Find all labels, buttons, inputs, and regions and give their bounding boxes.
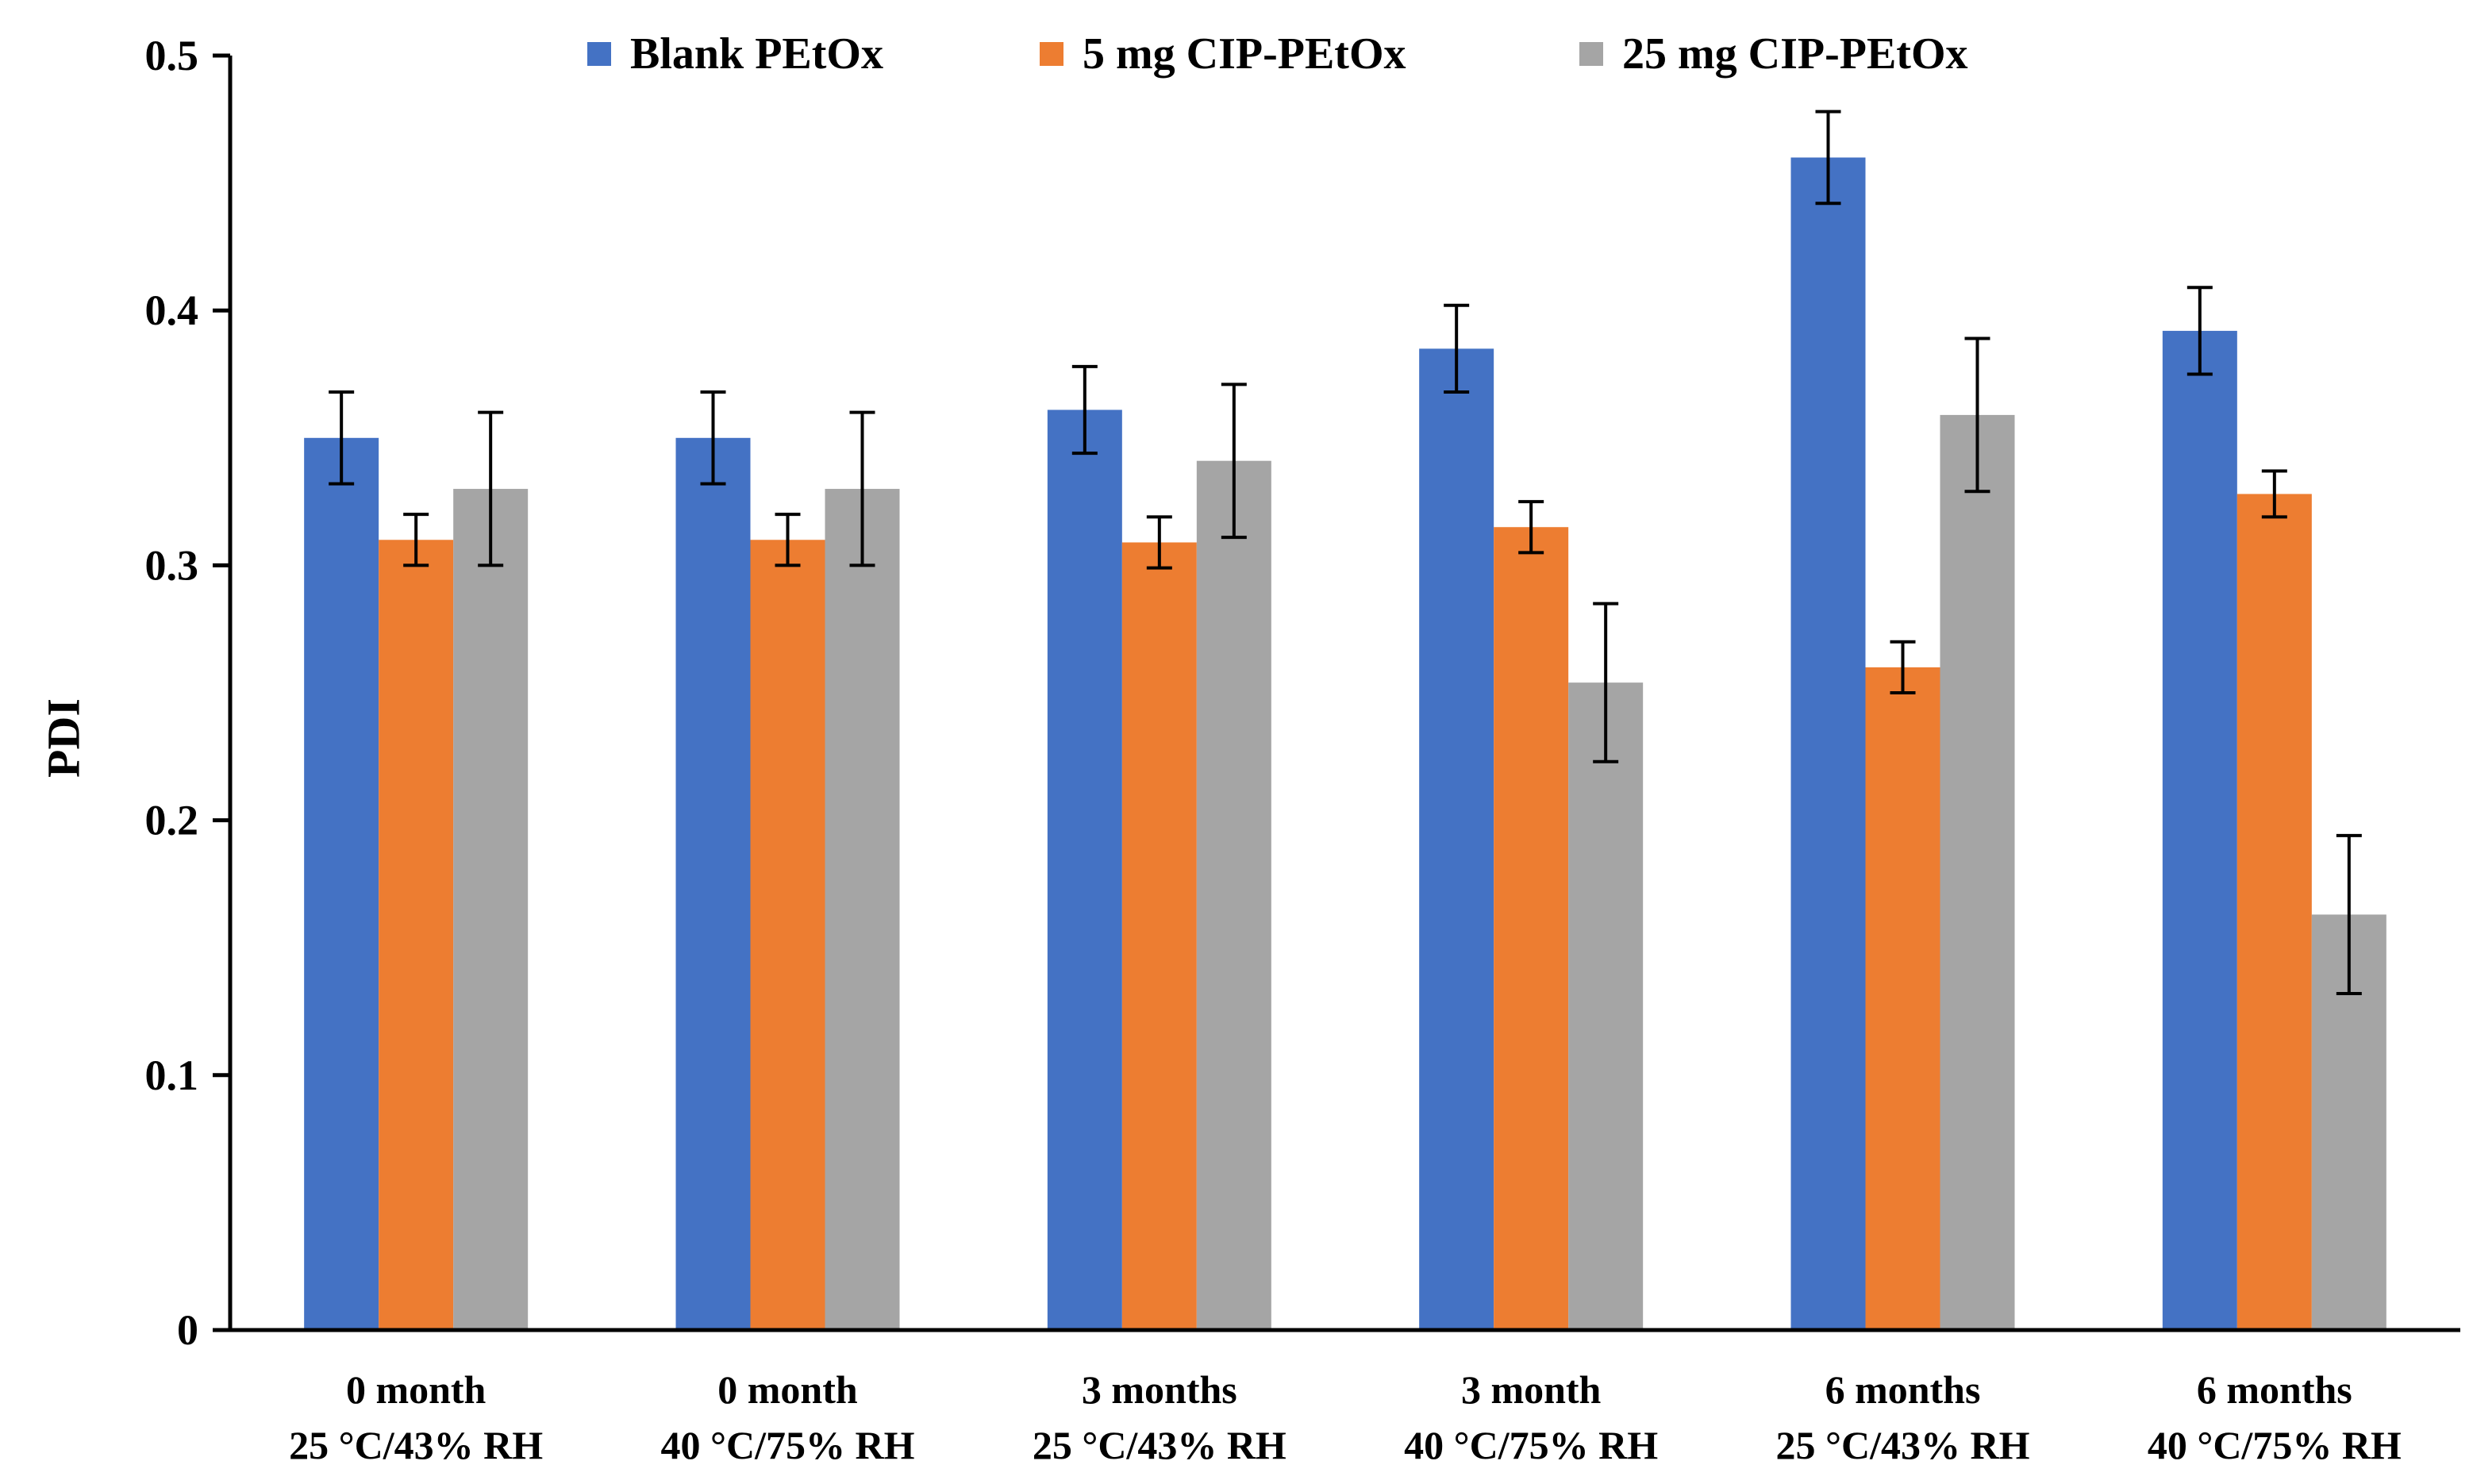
bar bbox=[1865, 667, 1940, 1330]
bar bbox=[453, 489, 529, 1330]
y-tick-label: 0.5 bbox=[145, 32, 199, 79]
x-category-label-line2: 25 °C/43% RH bbox=[1776, 1423, 2030, 1467]
x-category-label-line1: 0 month bbox=[717, 1367, 858, 1412]
legend-swatch bbox=[587, 42, 611, 66]
x-category-label-line2: 25 °C/43% RH bbox=[289, 1423, 543, 1467]
bar bbox=[379, 540, 454, 1330]
bar bbox=[1790, 157, 1866, 1331]
bar bbox=[1196, 460, 1271, 1330]
bar bbox=[1940, 414, 2015, 1330]
axes bbox=[228, 56, 2460, 1332]
y-tick-label: 0.1 bbox=[145, 1051, 199, 1099]
bar bbox=[1121, 542, 1197, 1330]
bar bbox=[675, 437, 751, 1330]
x-category-label-line1: 3 months bbox=[1082, 1367, 1237, 1412]
x-category-label-line1: 3 month bbox=[1461, 1367, 1602, 1412]
y-tick-label: 0.4 bbox=[145, 286, 199, 334]
x-category-label-line2: 40 °C/75% RH bbox=[661, 1423, 915, 1467]
y-tick-label: 0.3 bbox=[145, 541, 199, 589]
x-category-labels: 0 month 25 °C/43% RH 0 month 40 °C/75% RH 3 … bbox=[289, 1367, 2402, 1467]
error-bars bbox=[329, 110, 2362, 996]
bar bbox=[2162, 330, 2237, 1330]
x-category-label-line2: 25 °C/43% RH bbox=[1033, 1423, 1286, 1467]
legend-swatch bbox=[1040, 42, 1063, 66]
bar bbox=[1568, 682, 1644, 1330]
bar bbox=[2236, 494, 2312, 1330]
bars bbox=[304, 157, 2386, 1331]
bar bbox=[304, 437, 379, 1330]
legend-label: 5 mg CIP-PEtOx bbox=[1083, 29, 1406, 79]
legend-label: Blank PEtOx bbox=[630, 29, 883, 79]
bar bbox=[1047, 409, 1122, 1330]
y-ticks: 0 0.1 0.2 0.3 0.4 0.5 bbox=[145, 32, 230, 1354]
legend-label: 25 mg CIP-PEtOx bbox=[1622, 29, 1968, 79]
bar bbox=[750, 540, 825, 1330]
x-category-label-line2: 40 °C/75% RH bbox=[2148, 1423, 2402, 1467]
x-category-label-line1: 0 month bbox=[346, 1367, 487, 1412]
y-tick-label: 0.2 bbox=[145, 797, 199, 844]
x-category-label-line1: 6 months bbox=[1825, 1367, 1981, 1412]
x-category-label-line1: 6 months bbox=[2197, 1367, 2352, 1412]
bar bbox=[1494, 527, 1569, 1330]
bar bbox=[1419, 348, 1494, 1330]
bar bbox=[825, 489, 900, 1330]
x-category-label-line2: 40 °C/75% RH bbox=[1404, 1423, 1658, 1467]
y-axis-title: PDI bbox=[38, 698, 90, 778]
y-tick-label: 0 bbox=[177, 1306, 198, 1354]
legend-swatch bbox=[1579, 42, 1603, 66]
legend: Blank PEtOx 5 mg CIP-PEtOx 25 mg CIP-PEtOx bbox=[587, 29, 1968, 79]
